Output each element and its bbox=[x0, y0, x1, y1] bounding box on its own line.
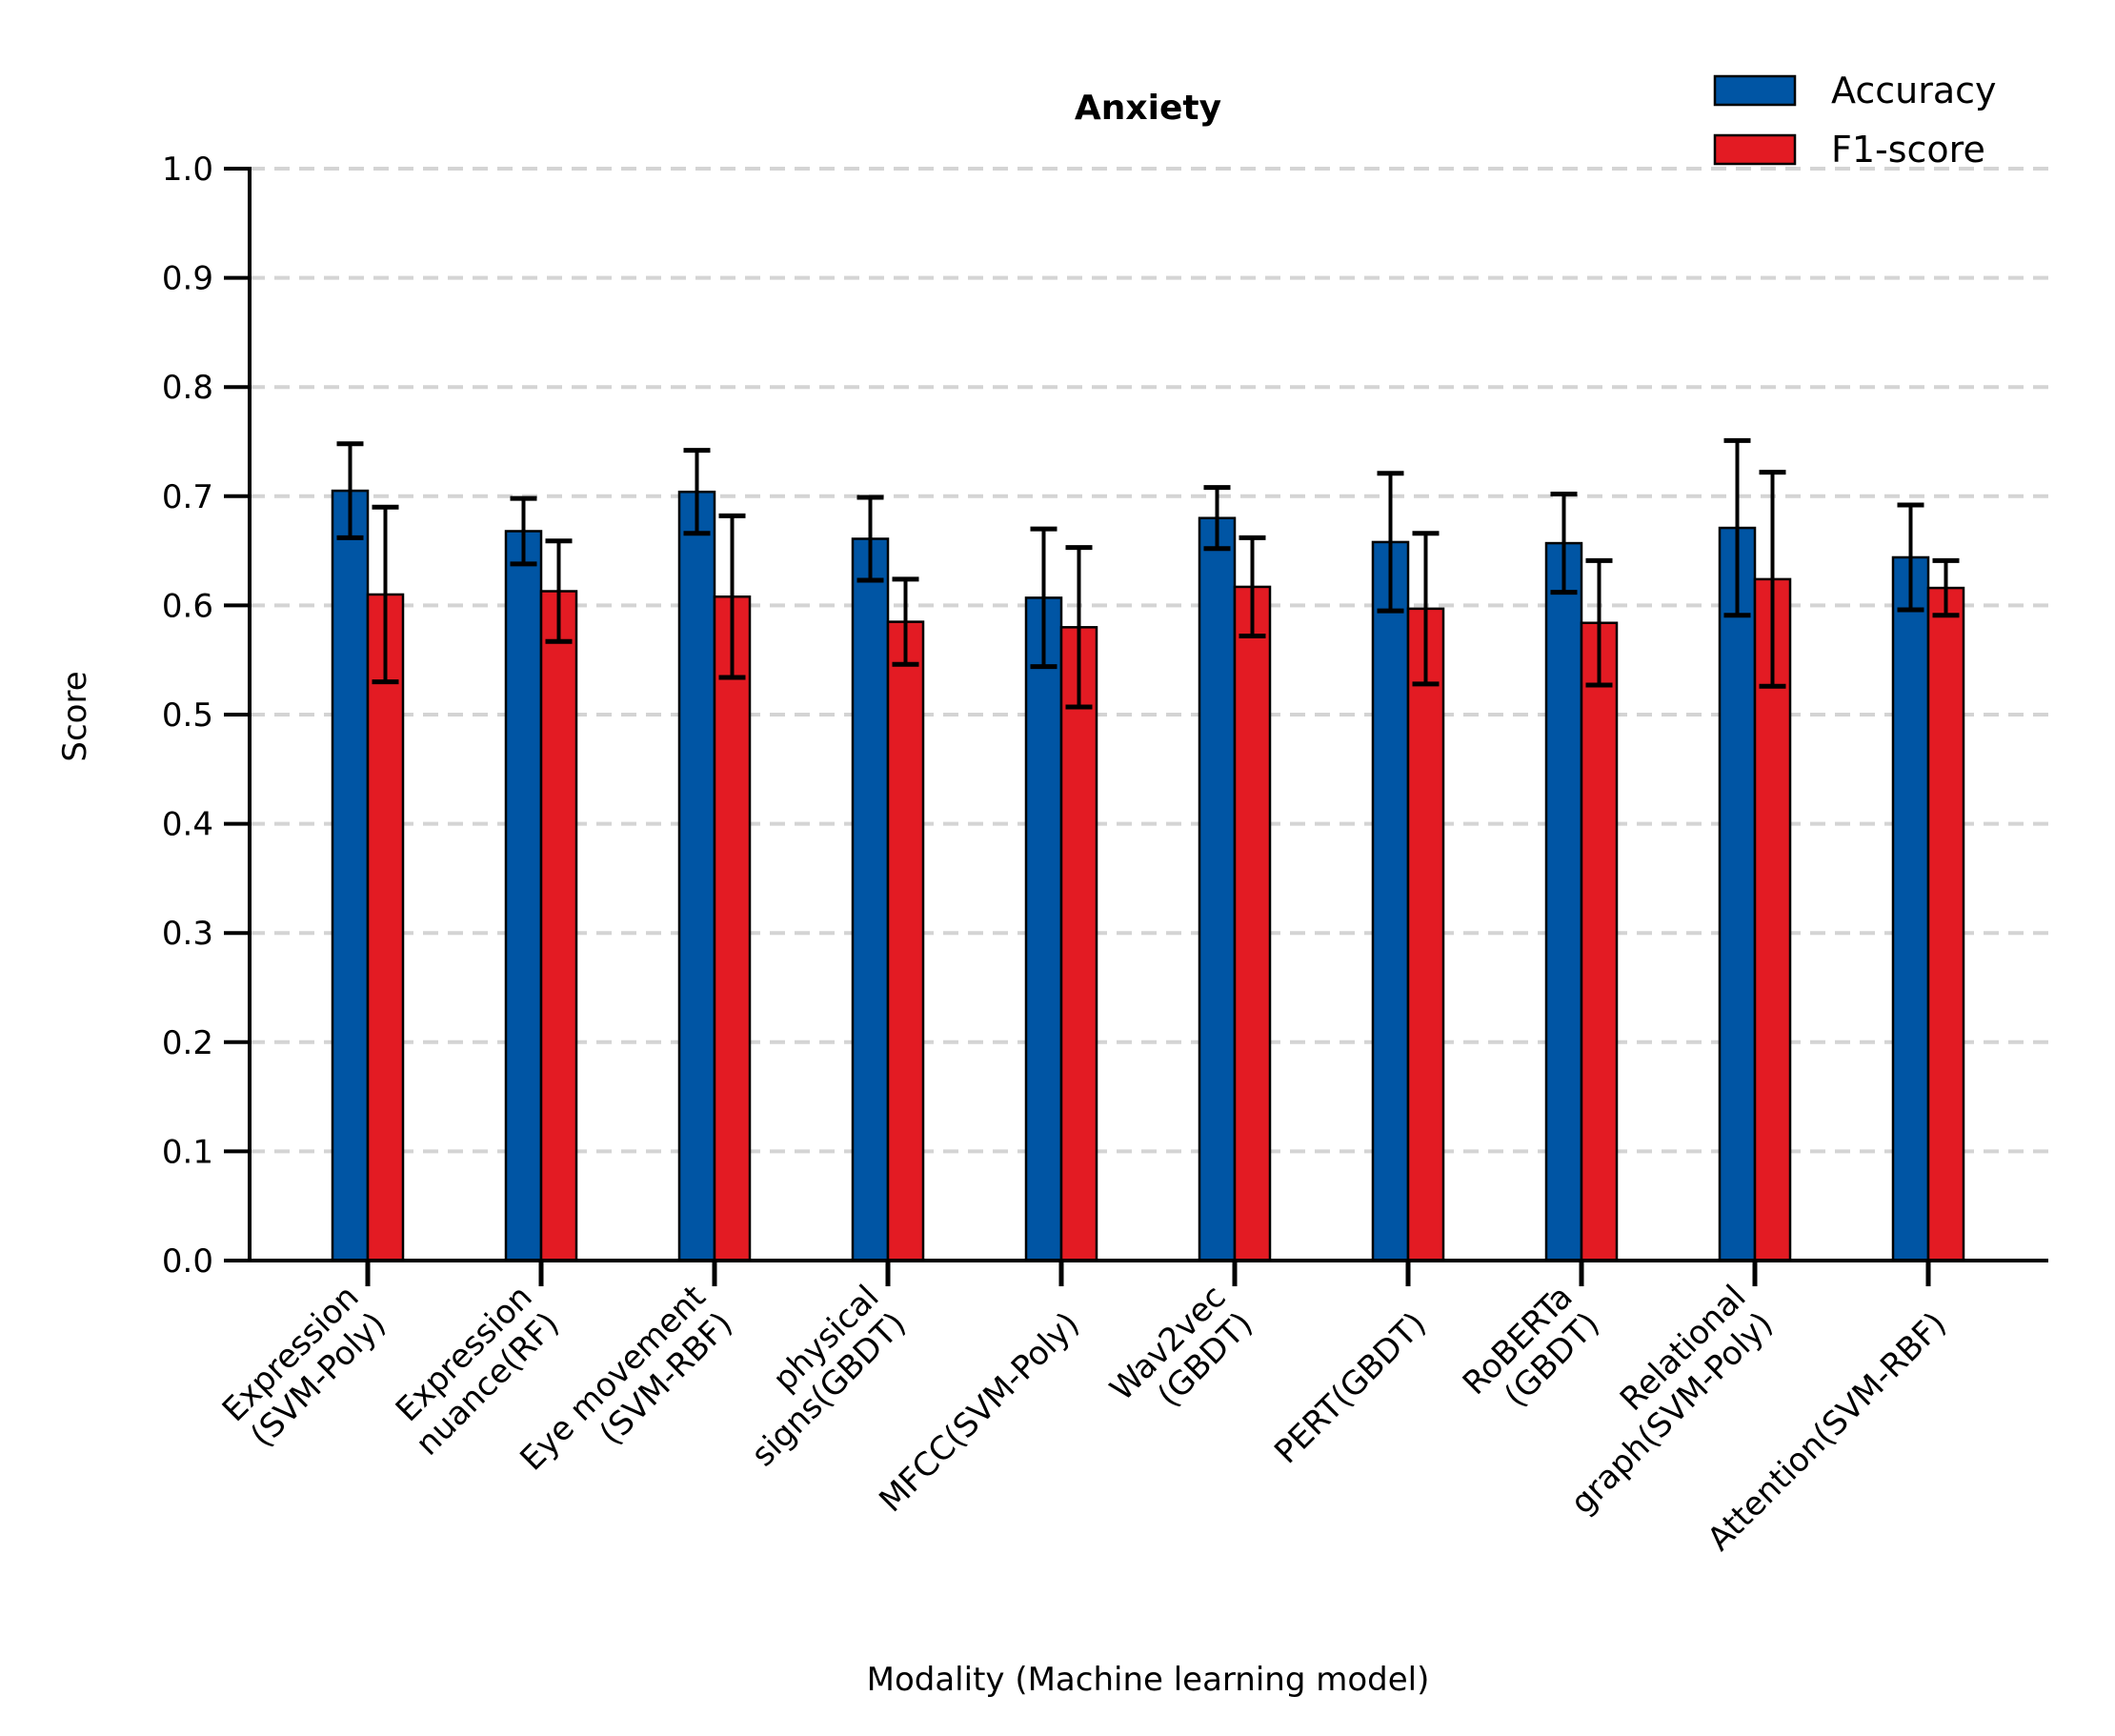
legend-swatch-f1 bbox=[1713, 133, 1797, 166]
y-tick-label: 0.1 bbox=[162, 1133, 213, 1171]
accuracy-bar bbox=[331, 489, 370, 1262]
x-axis-title: Modality (Machine learning model) bbox=[867, 1661, 1430, 1699]
f1-bar bbox=[1580, 621, 1619, 1262]
legend: Accuracy F1-score bbox=[1713, 70, 1997, 171]
axes bbox=[224, 167, 2048, 1286]
f1-bar bbox=[713, 595, 752, 1262]
x-tick-label: Wav2vec(GBDT) bbox=[1103, 1278, 1260, 1435]
accuracy-bar bbox=[1544, 541, 1583, 1262]
x-tick-label: RoBERTa(GBDT) bbox=[1456, 1278, 1607, 1429]
legend-label-accuracy: Accuracy bbox=[1831, 70, 1997, 111]
y-tick-label: 0.7 bbox=[162, 478, 213, 516]
f1-bar bbox=[366, 593, 405, 1262]
y-tick-label: 0.4 bbox=[162, 806, 213, 844]
x-tick-label: Expression(SVM-Poly) bbox=[215, 1278, 393, 1456]
y-tick-label: 0.3 bbox=[162, 915, 213, 953]
y-tick-label: 0.6 bbox=[162, 587, 213, 625]
x-tick-label: Eye movement(SVM-RBF) bbox=[513, 1278, 739, 1504]
accuracy-bar bbox=[1198, 516, 1237, 1262]
y-tick-label: 1.0 bbox=[162, 151, 213, 189]
y-axis-title: Score bbox=[56, 671, 94, 761]
bars bbox=[331, 437, 1965, 1262]
y-tick-label: 0.5 bbox=[162, 696, 213, 735]
x-tick-label: PERT(GBDT) bbox=[1267, 1305, 1434, 1472]
accuracy-bar bbox=[1024, 596, 1063, 1262]
f1-bar bbox=[1926, 586, 1965, 1262]
f1-bar bbox=[539, 590, 578, 1262]
y-tick-label: 0.8 bbox=[162, 369, 213, 407]
chart-title: Anxiety bbox=[1075, 89, 1221, 128]
f1-bar bbox=[1059, 626, 1098, 1262]
accuracy-bar bbox=[677, 490, 716, 1262]
y-tick-label: 0.2 bbox=[162, 1024, 213, 1062]
accuracy-bar bbox=[504, 530, 543, 1262]
accuracy-bar bbox=[1718, 526, 1757, 1262]
legend-swatch-accuracy bbox=[1713, 74, 1797, 107]
y-tick-label: 0.9 bbox=[162, 260, 213, 298]
f1-bar bbox=[1406, 607, 1445, 1262]
legend-label-f1: F1-score bbox=[1831, 129, 1985, 171]
f1-bar bbox=[886, 620, 925, 1262]
y-tick-label: 0.0 bbox=[162, 1242, 213, 1281]
accuracy-bar bbox=[1891, 555, 1930, 1262]
x-tick-label-line: PERT(GBDT) bbox=[1267, 1305, 1434, 1472]
accuracy-bar bbox=[851, 537, 890, 1262]
f1-bar bbox=[1233, 585, 1272, 1262]
x-tick-label: physicalsigns(GBDT) bbox=[717, 1278, 914, 1474]
accuracy-bar bbox=[1371, 540, 1410, 1262]
